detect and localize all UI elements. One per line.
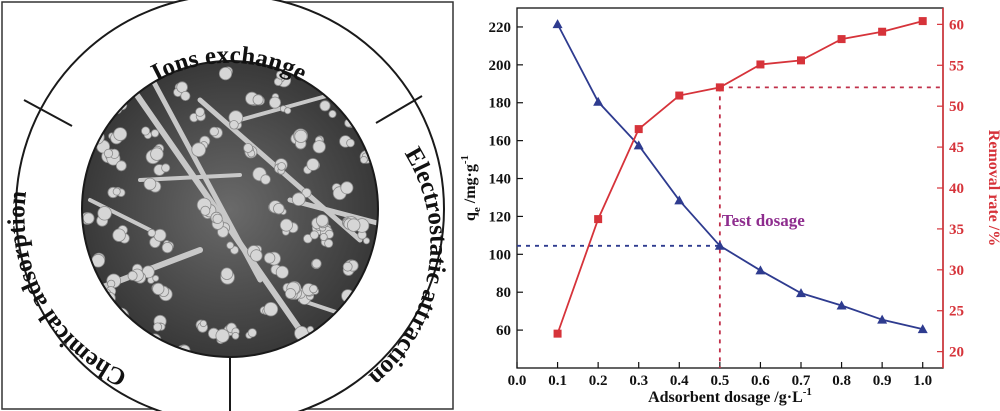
y-left-tick-label: 100	[489, 247, 512, 263]
dosage-chart: 0.0 0.1 0.2 0.3 0.4 0.5 0.6 0.7 0.8 0.9 1.0 60 80 100…	[459, 7, 1000, 406]
ring-divider-upper-right	[375, 95, 423, 124]
data-point-qe	[674, 195, 685, 205]
y-right-tick-label: 20	[949, 345, 964, 361]
data-point-removal-rate	[675, 91, 684, 100]
plot-frame	[516, 7, 944, 369]
data-point-removal-rate	[715, 83, 724, 92]
data-point-removal-rate	[797, 56, 805, 65]
annotation-test-dosage: Test dosage	[722, 211, 805, 230]
data-point-qe	[552, 19, 563, 29]
data-point-removal-rate	[594, 215, 603, 224]
data-point-removal-rate	[837, 35, 846, 44]
mechanism-diagram: Ions exchange Electrostatic attraction C…	[1, 0, 454, 411]
x-tick-label: 0.7	[792, 373, 811, 389]
data-point-qe	[755, 265, 766, 275]
ring-divider-upper-left	[23, 99, 73, 127]
data-point-qe	[714, 240, 725, 250]
data-point-qe	[836, 300, 847, 310]
y-right-tick-label: 40	[949, 181, 964, 197]
data-point-removal-rate	[553, 329, 562, 338]
y-left-tick-label: 140	[489, 172, 512, 188]
y-right-tick-label: 35	[949, 222, 964, 238]
data-point-qe	[593, 96, 604, 106]
data-point-removal-rate	[756, 60, 765, 69]
y-left-tick-label: 160	[489, 134, 512, 150]
x-tick-label: 0.6	[751, 373, 770, 389]
x-tick-label: 0.1	[548, 373, 567, 389]
x-tick-label: 0.8	[832, 373, 851, 389]
x-tick-label: 0.3	[629, 373, 648, 389]
y-left-tick-label: 120	[489, 209, 512, 225]
data-point-removal-rate	[634, 125, 643, 134]
inner-ring	[81, 60, 379, 358]
y-left-tick-label: 80	[496, 285, 511, 301]
y-right-tick-label: 25	[949, 304, 964, 320]
x-tick-label: 0.9	[873, 373, 892, 389]
y-left-tick-label: 200	[489, 58, 512, 74]
data-point-qe	[633, 140, 644, 150]
data-point-qe	[877, 314, 888, 324]
x-axis-label: Adsorbent dosage /g·L-1	[648, 386, 812, 406]
y-left-tick-label: 180	[489, 96, 512, 112]
x-tick-label: 1.0	[913, 373, 932, 389]
y-left-tick-label: 60	[496, 323, 511, 339]
x-tick-label: 0.4	[670, 373, 689, 389]
y-left-tick-label: 220	[489, 20, 512, 36]
x-tick-label: 0.5	[710, 373, 729, 389]
y-left-axis-label: qe /mg·g-1	[459, 155, 483, 221]
data-point-qe	[917, 324, 928, 334]
data-point-removal-rate	[918, 17, 927, 26]
y-right-tick-label: 55	[949, 58, 964, 74]
series-line-qe	[556, 23, 923, 331]
x-tick-label: 0.2	[589, 373, 608, 389]
y-right-axis-label: Removal rate /%	[985, 130, 1000, 246]
data-point-removal-rate	[878, 27, 887, 36]
y-right-tick-label: 30	[949, 263, 964, 279]
y-right-tick-label: 60	[949, 17, 964, 33]
y-right-tick-label: 50	[949, 99, 964, 115]
x-tick-label: 0.0	[508, 373, 527, 389]
series-line-removal-rate	[556, 20, 923, 334]
data-point-qe	[796, 288, 806, 298]
y-right-tick-label: 45	[949, 140, 964, 156]
